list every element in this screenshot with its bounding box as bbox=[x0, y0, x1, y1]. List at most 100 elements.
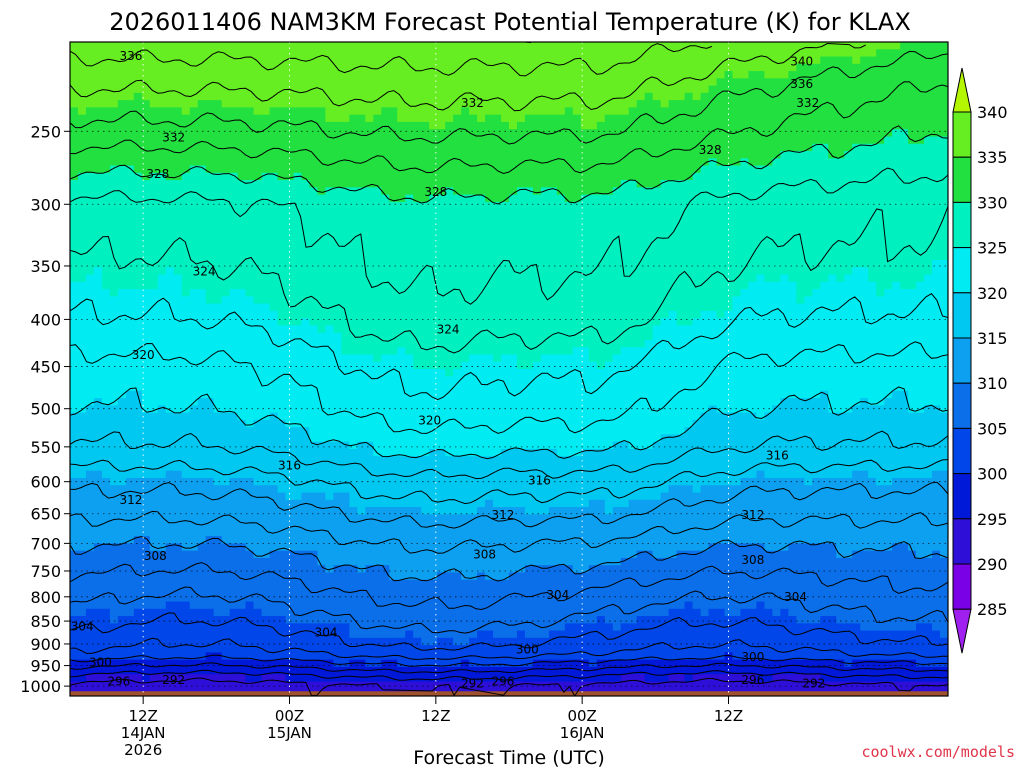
field-cell bbox=[93, 347, 103, 356]
field-cell bbox=[453, 49, 462, 58]
field-cell bbox=[261, 652, 271, 661]
field-cell bbox=[165, 121, 175, 130]
field-cell bbox=[197, 485, 207, 494]
field-cell bbox=[421, 528, 430, 537]
field-cell bbox=[293, 92, 303, 101]
field-cell bbox=[245, 528, 255, 537]
field-cell bbox=[485, 165, 494, 174]
field-cell bbox=[293, 383, 303, 392]
field-cell bbox=[365, 289, 374, 297]
field-cell bbox=[77, 398, 87, 406]
field-cell bbox=[253, 165, 263, 174]
field-cell bbox=[501, 601, 510, 610]
field-cell bbox=[357, 601, 366, 610]
field-cell bbox=[461, 245, 470, 254]
field-cell bbox=[197, 325, 207, 334]
field-cell bbox=[413, 281, 422, 290]
field-cell bbox=[101, 376, 111, 385]
field-cell bbox=[93, 543, 103, 552]
field-cell bbox=[173, 674, 183, 683]
field-cell bbox=[477, 456, 486, 465]
field-cell bbox=[157, 172, 167, 181]
field-cell bbox=[373, 652, 382, 661]
field-cell bbox=[333, 419, 342, 428]
field-cell bbox=[277, 310, 287, 319]
field-cell bbox=[77, 528, 87, 537]
field-cell bbox=[365, 456, 374, 465]
field-cell bbox=[413, 78, 422, 87]
field-cell bbox=[317, 332, 327, 341]
field-cell bbox=[421, 587, 430, 595]
field-cell bbox=[189, 187, 199, 196]
field-cell bbox=[477, 238, 486, 247]
field-cell bbox=[325, 129, 334, 138]
field-cell bbox=[221, 587, 231, 595]
field-cell bbox=[213, 238, 223, 247]
field-cell bbox=[317, 557, 327, 566]
field-cell bbox=[133, 303, 143, 312]
field-cell bbox=[173, 383, 183, 392]
field-cell bbox=[213, 151, 223, 159]
field-cell bbox=[453, 492, 462, 501]
field-cell bbox=[277, 681, 287, 690]
field-cell bbox=[165, 681, 175, 690]
field-cell bbox=[165, 587, 175, 595]
field-cell bbox=[493, 194, 502, 203]
field-cell bbox=[125, 645, 135, 653]
field-cell bbox=[437, 361, 446, 370]
field-cell bbox=[477, 100, 486, 108]
field-cell bbox=[85, 419, 95, 428]
field-cell bbox=[437, 332, 446, 341]
field-cell bbox=[173, 666, 183, 675]
field-cell bbox=[181, 674, 191, 683]
field-cell bbox=[461, 136, 470, 145]
field-cell bbox=[309, 514, 319, 523]
field-cell bbox=[485, 85, 494, 94]
field-cell bbox=[189, 427, 199, 435]
field-cell bbox=[125, 616, 135, 624]
field-cell bbox=[381, 318, 390, 326]
field-cell bbox=[501, 587, 510, 595]
field-cell bbox=[109, 434, 119, 443]
field-cell bbox=[70, 514, 79, 523]
field-cell bbox=[189, 230, 199, 239]
field-cell bbox=[341, 172, 350, 181]
field-cell bbox=[389, 470, 398, 479]
field-cell bbox=[325, 543, 334, 552]
field-cell bbox=[229, 216, 239, 225]
field-cell bbox=[237, 49, 247, 58]
field-cell bbox=[197, 543, 207, 552]
field-cell bbox=[213, 543, 223, 552]
field-cell bbox=[157, 100, 167, 108]
field-cell bbox=[109, 427, 119, 435]
field-cell bbox=[389, 296, 398, 305]
field-cell bbox=[357, 427, 366, 435]
field-cell bbox=[301, 528, 311, 537]
field-cell bbox=[429, 587, 438, 595]
field-cell bbox=[101, 383, 111, 392]
field-cell bbox=[205, 274, 215, 283]
field-cell bbox=[453, 296, 462, 305]
field-cell bbox=[173, 681, 183, 690]
field-cell bbox=[317, 245, 327, 254]
field-cell bbox=[277, 383, 287, 392]
field-cell bbox=[413, 194, 422, 203]
field-cell bbox=[245, 492, 255, 501]
field-cell bbox=[437, 557, 446, 566]
field-cell bbox=[237, 267, 247, 276]
field-cell bbox=[365, 223, 374, 232]
field-cell bbox=[445, 274, 454, 283]
field-cell bbox=[237, 296, 247, 305]
field-cell bbox=[285, 136, 295, 145]
field-cell bbox=[109, 216, 119, 225]
field-cell bbox=[437, 252, 446, 261]
field-cell bbox=[357, 645, 366, 653]
field-cell bbox=[405, 260, 414, 268]
field-cell bbox=[405, 637, 414, 646]
field-cell bbox=[77, 652, 87, 661]
field-cell bbox=[70, 325, 79, 334]
field-cell bbox=[253, 623, 263, 632]
field-cell bbox=[477, 448, 486, 457]
field-cell bbox=[245, 209, 255, 217]
field-cell bbox=[253, 470, 263, 479]
